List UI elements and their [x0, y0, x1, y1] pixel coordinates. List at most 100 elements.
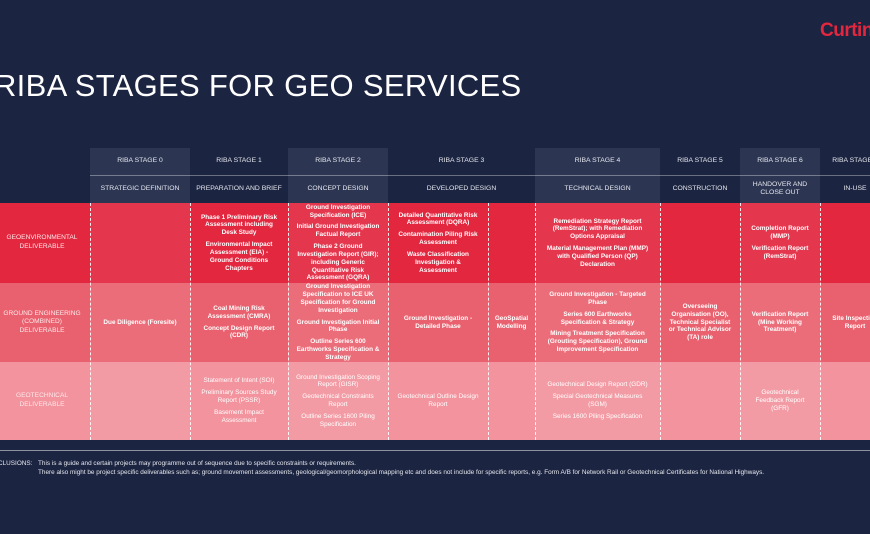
stage-name: CONSTRUCTION [672, 184, 728, 192]
deliverable: Contamination Piling Risk Assessment [398, 231, 478, 247]
deliverable-cell: Verification Report (Mine Working Treatm… [740, 283, 820, 362]
footer-note: This is a guide and certain projects may… [38, 460, 356, 467]
deliverable: Preliminary Sources Study Report (PSSR) [201, 389, 277, 405]
stage-name: CONCEPT DESIGN [307, 184, 369, 192]
stage-number: RIBA STAGE 2 [315, 157, 361, 165]
column-divider [740, 203, 741, 440]
deliverable: Completion Report (MMP) [751, 225, 809, 241]
deliverable: Outline Series 1600 Piling Specification [301, 412, 375, 428]
deliverable-cell: Completion Report (MMP) Verification Repo… [740, 203, 820, 283]
deliverable-cell: Due Diligence (Foresite) [90, 283, 190, 362]
stage-column-shade [288, 148, 388, 203]
deliverable: Basement Impact Assessment [214, 408, 264, 424]
column-tint [740, 203, 820, 283]
column-divider [388, 203, 389, 440]
row-background [0, 362, 870, 440]
deliverable: GeoSpatial Modelling [494, 314, 529, 330]
deliverable: Site Inspection Report [832, 314, 870, 330]
stage-number: RIBA STAGE 1 [216, 157, 262, 165]
row-label: GEOTECHNICAL DELIVERABLE [15, 392, 69, 408]
column-divider [660, 203, 661, 440]
stage-name: STRATEGIC DEFINITION [100, 184, 180, 192]
deliverable-cell: Ground Investigation Specification (ICE)… [288, 203, 388, 283]
header-divider [90, 175, 870, 176]
deliverable: Ground Investigation - Detailed Phase [403, 314, 473, 330]
deliverable-cell: Ground Investigation Specification to IC… [288, 283, 388, 362]
deliverable-cell [660, 203, 740, 283]
column-tint [90, 362, 190, 440]
footer-rule [0, 450, 870, 451]
stage-name: TECHNICAL DESIGN [564, 184, 631, 192]
column-divider [90, 203, 91, 440]
column-tint [90, 203, 190, 283]
stage-column-shade [740, 148, 820, 203]
deliverable: Coal Mining Risk Assessment (CMRA) [207, 304, 271, 320]
deliverable: Due Diligence (Foresite) [103, 318, 177, 326]
deliverable-cell [90, 362, 190, 440]
column-divider [488, 203, 489, 440]
deliverable: Remediation Strategy Report (RemStrat); … [552, 217, 643, 241]
deliverable: Material Management Plan (MMP) with Qual… [546, 245, 649, 268]
deliverable: Detailed Quantitative Risk Assessment (D… [398, 211, 478, 227]
deliverable: Geotechnical Feedback Report (GFR) [755, 389, 805, 412]
deliverable: Environmental Impact Assessment (EIA) - … [205, 241, 273, 272]
deliverable-cell: Statement of Intent (SOI) Preliminary Sou… [190, 362, 288, 440]
deliverable-cell: GeoSpatial Modelling [488, 283, 535, 362]
deliverable: Geotechnical Constraints Report [302, 393, 374, 408]
deliverable: Special Geotechnical Measures (SGM) [552, 393, 643, 408]
stage-number: RIBA STAGE 3 [438, 157, 485, 165]
column-divider [288, 203, 289, 440]
stage-number: RIBA STAGE 4 [574, 157, 621, 165]
column-tint [90, 283, 190, 362]
row-label: GROUND ENGINEERING (COMBINED) DELIVERABL… [3, 309, 81, 334]
deliverable-cell [90, 203, 190, 283]
deliverable: Ground Investigation Initial Phase [296, 318, 380, 334]
deliverable-cell: Overseeing Organisation (OO), Technical … [660, 283, 740, 362]
column-tint [740, 283, 820, 362]
deliverable-cell [660, 362, 740, 440]
deliverable: Series 600 Earthworks Specification & St… [560, 310, 635, 326]
deliverable-cell: Ground Investigation - Targeted Phase Ser… [535, 283, 660, 362]
deliverable-cell [820, 362, 870, 440]
deliverable: Waste Classification Investigation & Ass… [407, 250, 469, 274]
footer-note: There also might be project specific del… [38, 469, 765, 476]
stage-number: RIBA STAGE 7 [832, 157, 870, 165]
deliverable: Statement of Intent (SOI) [203, 377, 275, 385]
column-tint [535, 283, 660, 362]
title: RIBA STAGES FOR GEO SERVICES [0, 68, 522, 103]
deliverable: Verification Report (RemStrat) [751, 245, 809, 260]
row-label: GEOENVIRONMENTAL DELIVERABLE [6, 234, 78, 250]
deliverable: Geotechnical Design Report (GDR) [547, 381, 648, 389]
deliverable-cell: Ground Investigation - Detailed Phase [388, 283, 488, 362]
deliverable: Geotechnical Outline Design Report [397, 393, 479, 408]
deliverable-cell: Geotechnical Feedback Report (GFR) [740, 362, 820, 440]
stage-name: DEVELOPED DESIGN [426, 184, 497, 192]
deliverable: Initial Ground Investigation Factual Rep… [296, 223, 380, 239]
stage-name: IN-USE [843, 184, 867, 192]
footer-label: CLUSIONS: [0, 460, 33, 467]
deliverable-cell: Ground Investigation Scoping Report (GIS… [288, 362, 388, 440]
deliverable: Ground Investigation Scoping Report (GIS… [296, 373, 380, 389]
stage-number: RIBA STAGE 5 [677, 157, 723, 165]
column-tint [740, 362, 820, 440]
deliverable-cell: Detailed Quantitative Risk Assessment (D… [388, 203, 488, 283]
deliverable: Phase 2 Ground Investigation Report (GIR… [297, 243, 379, 282]
deliverable-cell [488, 362, 535, 440]
deliverable: Ground Investigation Specification (ICE) [305, 203, 371, 219]
deliverable: Series 1600 Piling Specification [552, 412, 643, 420]
deliverable-cell: Coal Mining Risk Assessment (CMRA) Concep… [190, 283, 288, 362]
column-tint [288, 203, 388, 283]
deliverable-cell [488, 203, 535, 283]
deliverable: Overseeing Organisation (OO), Technical … [668, 302, 732, 342]
column-divider [535, 203, 536, 440]
deliverable-cell: Geotechnical Design Report (GDR) Special … [535, 362, 660, 440]
deliverable-cell [820, 203, 870, 283]
deliverable-cell: Remediation Strategy Report (RemStrat); … [535, 203, 660, 283]
stage-number: RIBA STAGE 6 [757, 157, 803, 165]
deliverable-cell: Geotechnical Outline Design Report [388, 362, 488, 440]
deliverable: Ground Investigation - Targeted Phase [549, 291, 646, 306]
column-tint [535, 203, 660, 283]
deliverable: Ground Investigation Specification to IC… [300, 283, 376, 314]
stage-column-shade [90, 148, 190, 203]
